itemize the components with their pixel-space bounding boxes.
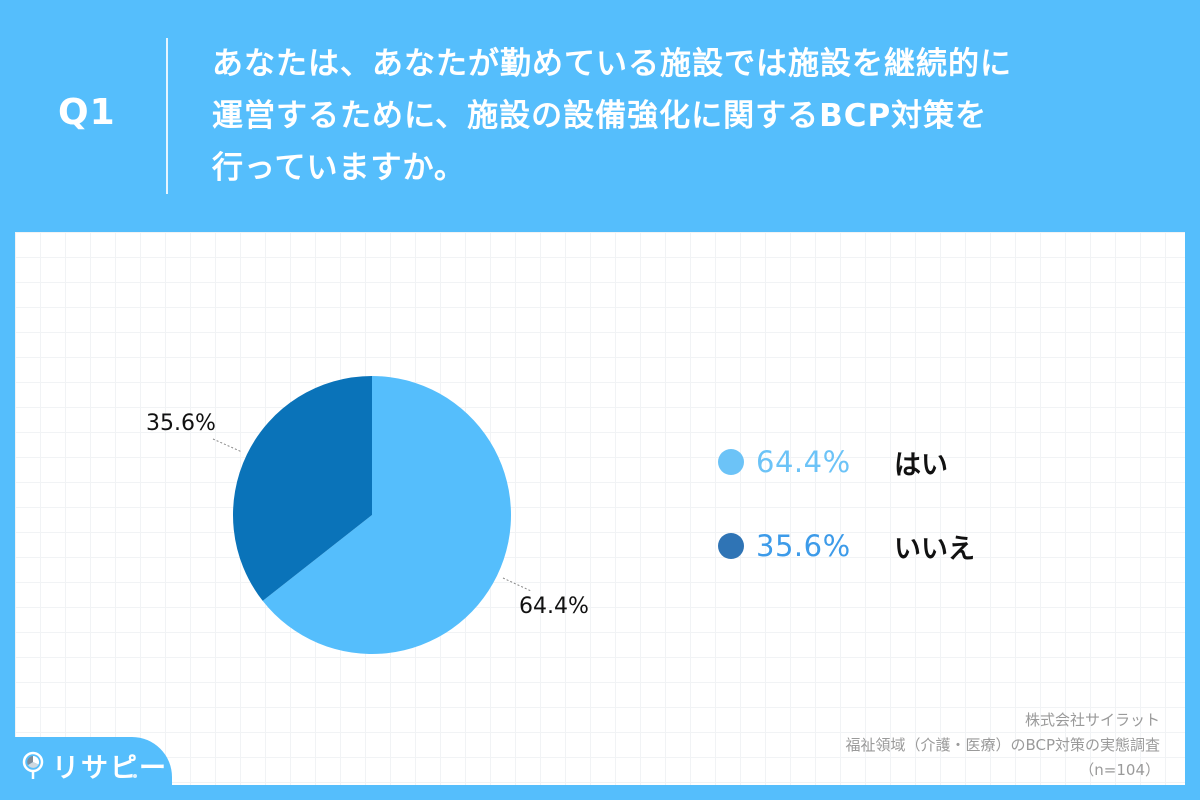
legend-item-no: 35.6% いいえ xyxy=(718,524,1038,568)
legend-percent-yes: 64.4% xyxy=(756,445,851,479)
legend-dot-no-icon xyxy=(718,533,744,559)
chart-panel xyxy=(15,232,1185,785)
header-divider xyxy=(166,38,168,194)
pie-slices xyxy=(232,376,511,655)
pie-label-no: 35.6% xyxy=(146,411,216,436)
legend-percent-no: 35.6% xyxy=(756,529,851,563)
legend-item-yes: 64.4% はい xyxy=(718,440,1038,484)
logo-text: リサピー xyxy=(52,753,168,784)
source-note: 株式会社サイラット 福祉領域（介護・医療）のBCP対策の実態調査 （n=104） xyxy=(845,708,1160,783)
source-sample-size: （n=104） xyxy=(1079,761,1160,779)
source-company: 株式会社サイラット xyxy=(1024,711,1160,729)
question-line-3: 行っていますか。 xyxy=(212,150,466,186)
pin-pie-icon xyxy=(22,751,44,779)
chart-legend: 64.4% はい 35.6% いいえ xyxy=(718,440,1038,608)
question-header: Q1 あなたは、あなたが勤めている施設では施設を継続的に 運営するために、施設の… xyxy=(0,0,1200,232)
legend-dot-yes-icon xyxy=(718,449,744,475)
pie-slice-yes xyxy=(262,376,511,655)
legend-label-no: いいえ xyxy=(894,533,975,565)
question-line-2: 運営するために、施設の設備強化に関するBCP対策を xyxy=(212,98,988,134)
leader-line-no xyxy=(212,438,243,453)
source-survey: 福祉領域（介護・医療）のBCP対策の実態調査 xyxy=(845,736,1160,754)
question-text: あなたは、あなたが勤めている施設では施設を継続的に 運営するために、施設の設備強… xyxy=(212,38,1112,194)
pie-label-yes: 64.4% xyxy=(519,594,589,619)
question-number: Q1 xyxy=(58,92,116,133)
logo-dot xyxy=(133,774,137,778)
leader-line-yes xyxy=(502,577,532,592)
legend-label-yes: はい xyxy=(894,449,948,481)
pie-slice-no xyxy=(232,376,372,601)
question-line-1: あなたは、あなたが勤めている施設では施設を継続的に xyxy=(212,46,1012,82)
brand-logo: リサピー xyxy=(22,746,168,785)
